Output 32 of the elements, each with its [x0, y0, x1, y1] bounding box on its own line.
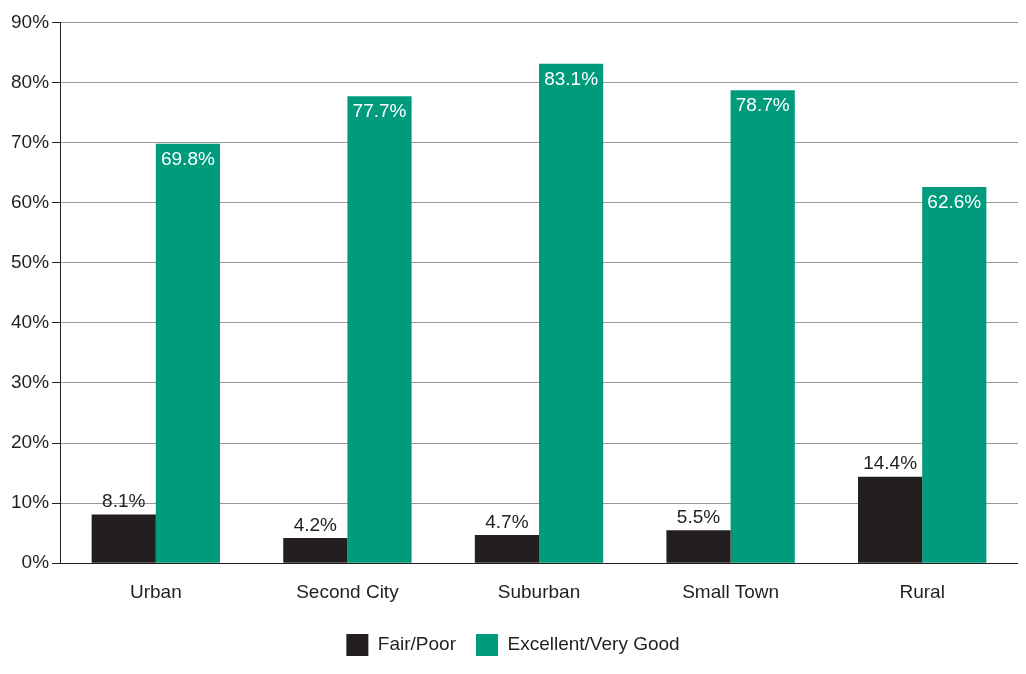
data-label: 4.2% [293, 513, 338, 535]
y-tick-label: 50% [11, 250, 50, 272]
x-tick-label: Urban [129, 580, 182, 602]
data-label: 4.7% [485, 510, 529, 532]
data-label: 14.4% [863, 452, 918, 474]
bar [539, 63, 604, 563]
bar [730, 90, 795, 563]
data-label: 83.1% [544, 67, 599, 89]
legend-label: Excellent/Very Good [507, 633, 680, 655]
x-tick-label: Small Town [682, 580, 780, 602]
y-tick-label: 70% [11, 130, 50, 152]
data-label: 69.8% [160, 147, 215, 169]
data-label: 77.7% [352, 100, 407, 122]
y-tick-label: 30% [11, 371, 50, 393]
data-label: 78.7% [735, 94, 790, 116]
legend-label: Fair/Poor [377, 633, 457, 655]
x-tick-label: Suburban [497, 580, 581, 602]
y-tick-label: 60% [11, 190, 50, 212]
y-tick-label: 90% [11, 10, 50, 32]
y-tick-label: 0% [21, 551, 50, 573]
bar [347, 96, 412, 563]
data-label: 8.1% [102, 490, 146, 512]
data-label: 62.6% [927, 190, 982, 212]
y-tick-label: 10% [11, 491, 50, 513]
bar [155, 143, 221, 563]
x-tick-label: Rural [899, 580, 945, 602]
y-tick-label: 40% [11, 311, 50, 333]
y-tick-label: 20% [11, 431, 50, 453]
y-tick-label: 80% [11, 70, 50, 92]
bar [922, 187, 987, 563]
data-label: 5.5% [676, 505, 721, 527]
x-tick-label: Second City [296, 580, 400, 602]
